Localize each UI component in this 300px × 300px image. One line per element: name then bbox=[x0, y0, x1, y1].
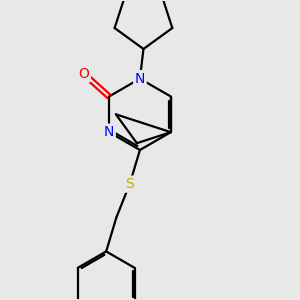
Text: N: N bbox=[135, 72, 145, 86]
Text: N: N bbox=[104, 125, 114, 139]
Text: S: S bbox=[125, 177, 134, 191]
Text: O: O bbox=[78, 67, 89, 81]
